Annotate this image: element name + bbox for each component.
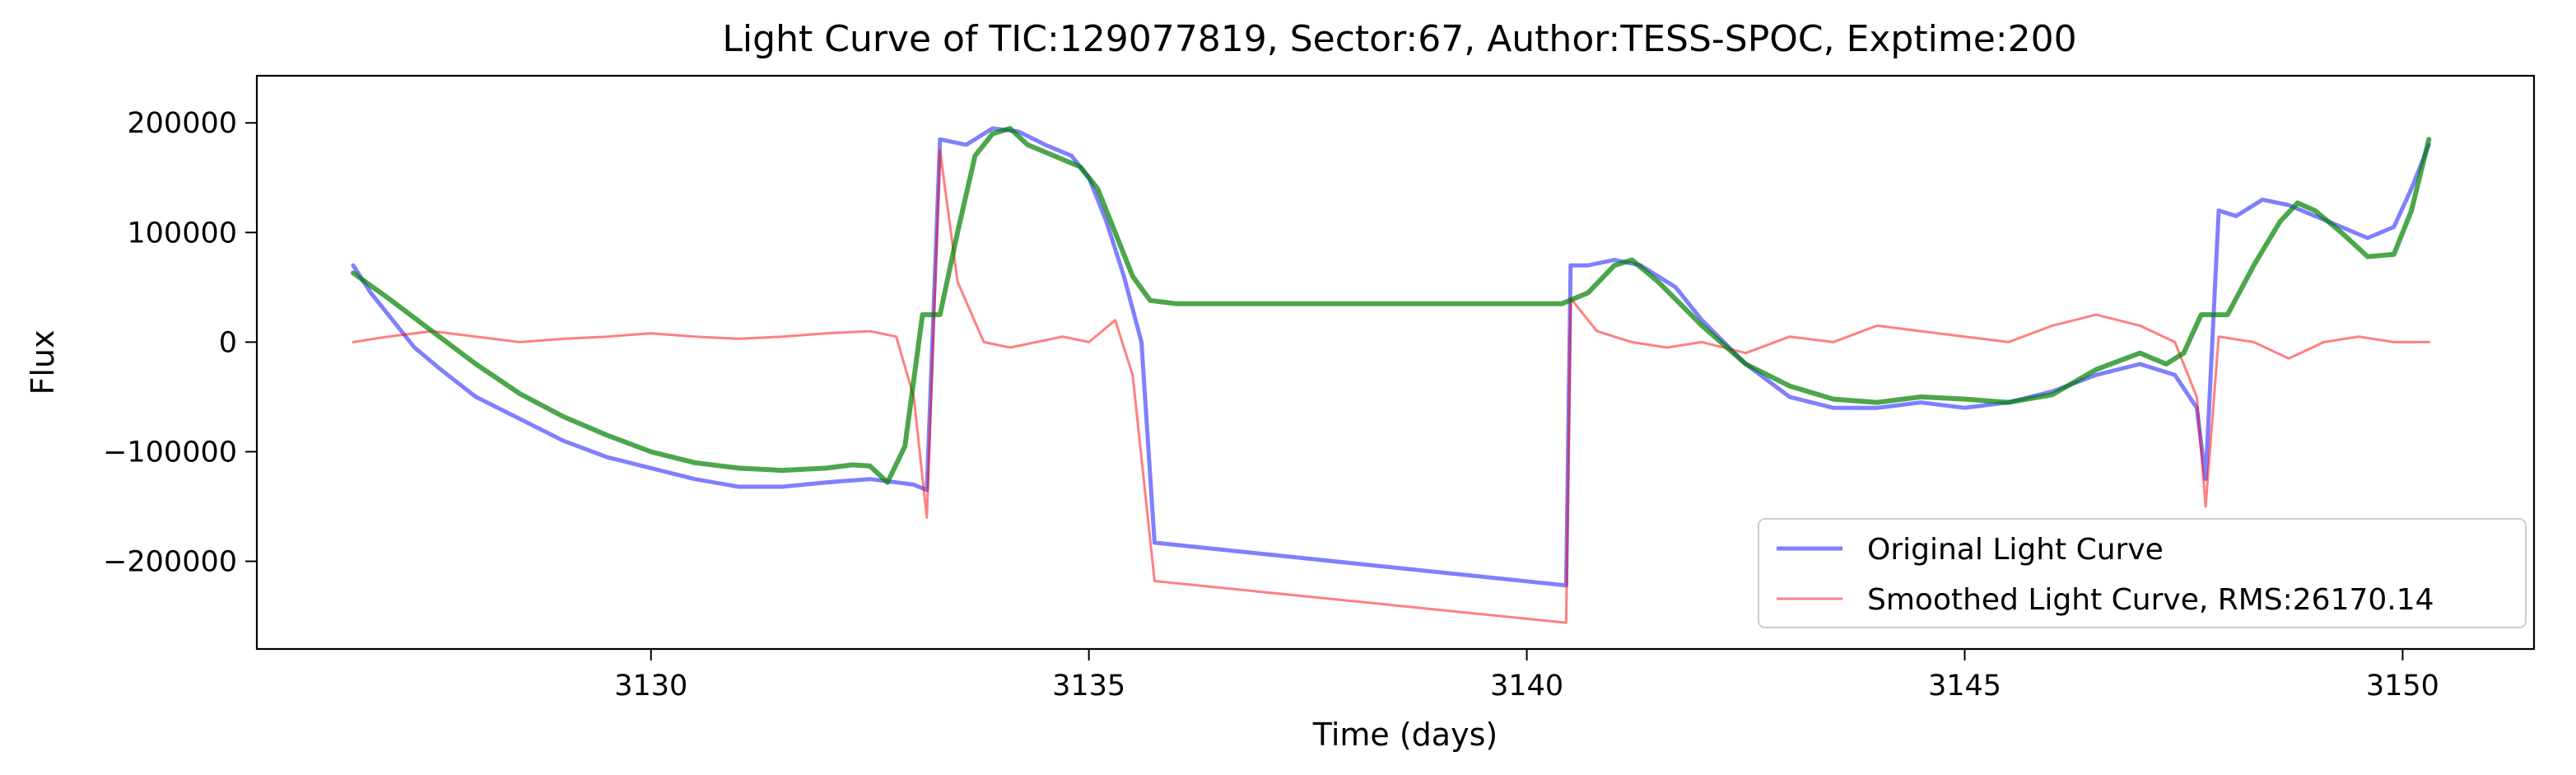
y-tick-label: 0 — [219, 326, 237, 359]
legend-label-original: Original Light Curve — [1867, 533, 2164, 567]
y-tick-label: −100000 — [103, 436, 237, 469]
y-axis: 200000 100000 0 −100000 −200000 — [103, 107, 257, 579]
x-tick-label: 3140 — [1490, 670, 1563, 703]
x-tick-label: 3130 — [614, 670, 687, 703]
x-tick-label: 3145 — [1928, 670, 2001, 703]
y-tick-label: 100000 — [127, 217, 237, 250]
y-tick-label: 200000 — [127, 107, 237, 140]
legend-box — [1758, 518, 2527, 628]
legend-label-smoothed: Smoothed Light Curve, RMS:26170.14 — [1867, 583, 2434, 617]
y-axis-label: Flux — [25, 330, 61, 395]
x-tick-label: 3150 — [2366, 670, 2439, 703]
x-axis: 3130 3135 3140 3145 3150 — [614, 649, 2439, 703]
x-tick-label: 3135 — [1052, 670, 1125, 703]
series-original-line — [351, 126, 2431, 588]
series-smoothed-line — [352, 149, 2430, 624]
plot-area-frame — [255, 74, 2536, 651]
series-trend-line — [351, 125, 2432, 485]
legend: Original Light Curve Smoothed Light Curv… — [1758, 518, 2527, 628]
x-axis-label: Time (days) — [1312, 717, 1498, 753]
chart-title: Light Curve of TIC:129077819, Sector:67,… — [722, 18, 2076, 60]
series-layer — [351, 125, 2432, 624]
y-tick-label: −200000 — [103, 546, 237, 579]
